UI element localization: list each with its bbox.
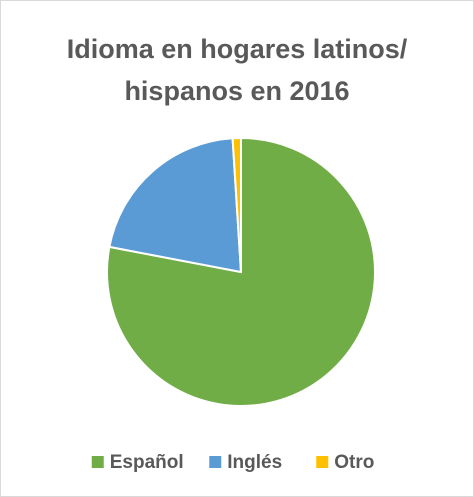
legend-label: Inglés: [227, 452, 282, 473]
pie-slice: [231, 136, 242, 273]
legend-swatch: [91, 456, 104, 468]
chart-title: Idioma en hogares latinos/ hispanos en 2…: [66, 34, 408, 106]
pie-slice: [108, 137, 243, 274]
legend-swatch: [316, 456, 329, 468]
legend-swatch: [209, 456, 222, 468]
legend-label: Español: [110, 452, 184, 473]
legend-label: Otro: [334, 452, 374, 473]
